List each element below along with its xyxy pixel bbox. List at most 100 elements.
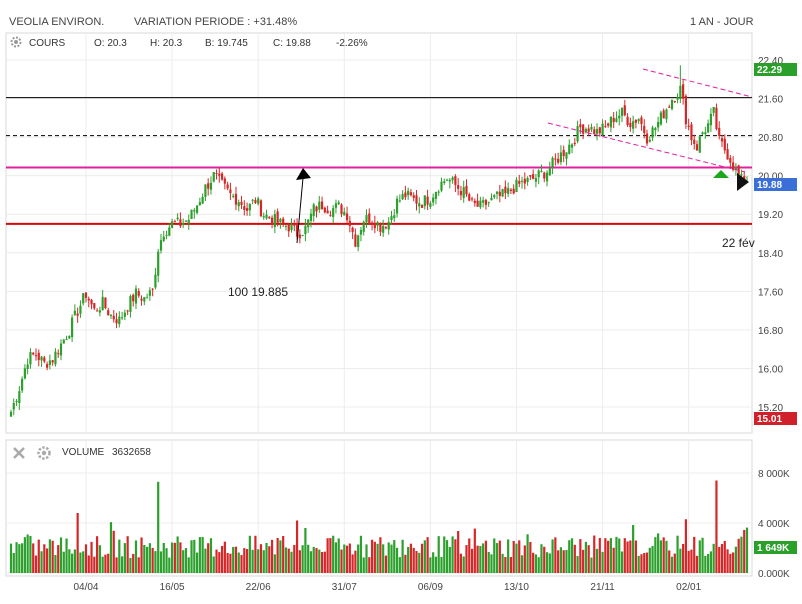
level-annotation: 100 19.885 [228,285,288,299]
volume-bar [162,542,165,573]
triangle-marker[interactable] [713,170,729,178]
channel-upper-line[interactable] [642,68,753,98]
candle-body [404,192,407,198]
volume-bar [704,555,707,573]
volume-bar [34,555,38,573]
candle-body [695,144,699,151]
volume-bar [657,533,660,573]
drawing-tools[interactable] [296,68,753,244]
gear-icon[interactable] [10,36,22,48]
candle-body [498,191,501,196]
candle-body [468,194,471,201]
reference-lines[interactable] [6,97,752,225]
volume-bar [101,556,104,573]
candle-body [670,100,674,110]
timeframe-label[interactable]: 1 AN - JOUR [690,16,754,28]
candle-body [501,189,504,197]
volume-bar [548,553,551,573]
volume-bar [557,550,560,573]
price-legend-open: O: 20.3 [94,38,127,49]
candle-body [426,196,429,205]
candle-body [540,171,543,173]
price-y-axis: 22.40 21.60 20.80 20.00 19.20 18.40 17.60 16.80… [758,56,783,414]
candle-body [579,124,582,128]
volume-bar [220,545,224,573]
candle-body [573,142,576,144]
candle-body [218,173,221,176]
volume-bar [40,551,43,573]
volume-bar [193,539,196,573]
candle-body [373,222,376,229]
volume-bar [451,536,454,573]
volume-bar [482,543,485,573]
candle-body [518,181,521,184]
volume-bar [282,535,285,573]
volume-bar [293,544,296,573]
price-legend-change: -2.26% [336,38,368,49]
candle-body [487,202,490,204]
instrument-name: VEOLIA ENVIRON. [9,16,105,28]
candle-body [479,200,482,208]
candle-body [129,296,132,312]
volume-bar [729,553,732,573]
candle-body [209,182,213,190]
volume-bar [384,555,388,573]
candle-body [226,184,229,189]
volume-bar [151,547,154,573]
candle-body [140,298,143,301]
volume-bar [520,555,524,573]
volume-bar [407,546,410,573]
channel-lower-line[interactable] [547,122,746,173]
candle-body [534,178,538,182]
volume-bar [287,548,290,573]
x-tick-label: 02/01 [676,582,701,593]
arrow-right-marker[interactable] [737,173,749,191]
volume-bar [354,550,357,573]
volume-bar [79,552,82,573]
volume-bar [632,525,635,573]
volume-bar [120,556,124,573]
volume-bar [618,538,621,573]
candle-body [354,234,357,247]
y-tick-label: 18.40 [758,249,783,260]
candlestick-series [9,65,749,417]
volume-bar [140,537,143,573]
candle-body [718,127,721,136]
candle-body [365,215,368,223]
candle-body [334,203,338,208]
candle-body [301,234,304,236]
candle-body [415,195,418,204]
volume-bar [473,528,476,573]
candle-body [482,200,485,203]
candle-body [568,144,571,154]
gear-icon[interactable] [37,446,51,460]
y-tick-label: 17.60 [758,287,783,298]
close-icon[interactable] [13,447,25,459]
candle-body [84,292,88,298]
volume-bar [393,540,396,573]
volume-y-axis: 8 000K 4 000K 0.000K [758,469,790,580]
volume-bar [195,552,199,573]
candle-body [21,378,24,391]
volume-bar [218,552,221,573]
candle-body [76,313,79,316]
candle-body [457,185,460,189]
candle-body [262,216,265,218]
volume-badge: 1 649K [757,543,790,554]
arrow-up-head[interactable] [296,168,311,180]
y-tick-label: 21.60 [758,95,783,106]
volume-bar [579,539,582,573]
volume-bar [145,546,149,573]
volume-bar [698,540,701,573]
candle-body [270,217,274,225]
candle-body [93,303,96,309]
arrow-up-shaft[interactable] [296,177,304,244]
candle-body [429,203,432,207]
candle-body [584,128,588,133]
candle-body [57,353,60,355]
candle-body [504,186,507,194]
volume-bar [51,540,54,573]
volume-bar [29,536,32,573]
volume-bar [204,548,207,573]
